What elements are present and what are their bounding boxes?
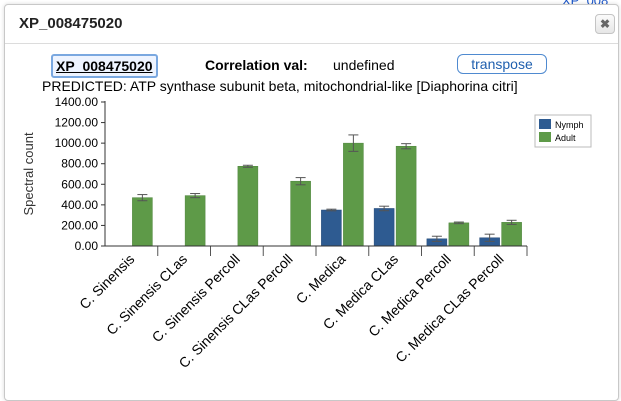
adult-bar (343, 142, 364, 247)
x-category-label: C. Medica CLas Percoll (392, 251, 507, 366)
x-category-label: C. Sinensis Percoll (149, 251, 243, 345)
correlation-value: undefined (333, 57, 395, 73)
y-axis-label: Spectral count (21, 132, 36, 215)
adult-bar (395, 145, 417, 247)
y-tick-label: 200.00 (61, 218, 98, 232)
dialog-titlebar: XP_008475020 ✖ (5, 5, 618, 44)
chart-dialog: XP_008475020 ✖ XP_008475020 Correlation … (4, 4, 619, 401)
close-button[interactable]: ✖ (595, 14, 615, 34)
legend-label: Nymph (555, 120, 584, 130)
y-tick-label: 600.00 (61, 177, 98, 191)
bar-chart: 0.00 200.00 400.00 600.00 800.00 1000.00 1200.… (21, 95, 592, 371)
y-tick-label: 1000.00 (55, 136, 99, 150)
x-category-label: C. Medica (293, 251, 349, 307)
dialog-title: XP_008475020 (19, 15, 123, 32)
adult-bar (448, 222, 470, 247)
nymph-bar (321, 209, 342, 247)
y-tick-label: 400.00 (61, 198, 98, 212)
y-tick-label: 1200.00 (55, 116, 99, 130)
legend-label: Adult (555, 133, 576, 143)
correlation-label: Correlation val: (205, 57, 308, 73)
y-tick-label: 0.00 (75, 239, 99, 253)
y-tick-label: 800.00 (61, 157, 98, 171)
gene-id-link[interactable]: XP_008475020 (51, 54, 158, 78)
transpose-button[interactable]: transpose (457, 54, 547, 74)
adult-bar (290, 180, 311, 247)
adult-bar (132, 197, 153, 247)
legend-swatch (539, 132, 551, 142)
close-icon: ✖ (599, 17, 611, 31)
adult-bar (501, 222, 522, 247)
nymph-bar (373, 208, 395, 247)
adult-bar (237, 166, 259, 247)
protein-description: PREDICTED: ATP synthase subunit beta, mi… (42, 78, 518, 94)
y-tick-label: 1400.00 (55, 95, 99, 109)
info-row: XP_008475020 Correlation val: undefined … (5, 54, 618, 78)
adult-bar (184, 195, 206, 247)
legend-swatch (539, 119, 551, 129)
